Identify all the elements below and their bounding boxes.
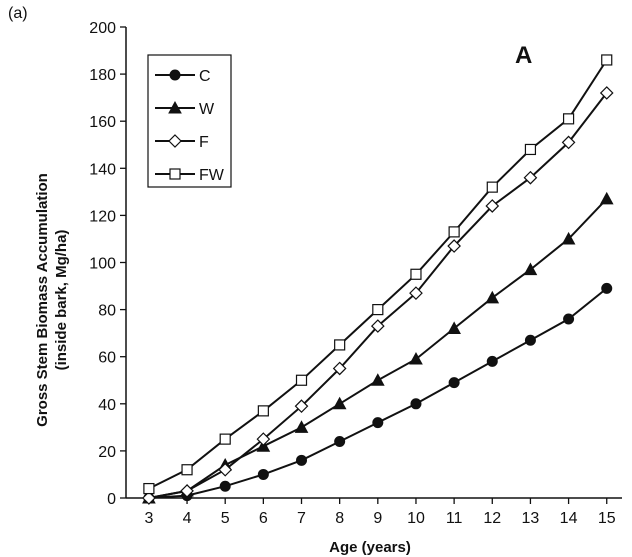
data-point-f [142,491,156,505]
data-point-w [561,231,576,245]
data-point-c [410,398,422,410]
data-point-f [561,135,576,150]
panel-label: (a) [8,5,28,22]
y-tick-label: 0 [107,491,116,508]
legend-box [147,54,232,188]
ticks: 0 20 40 60 80 100 120 140 160 180 200 3 4 5 6 7 8 9 10 11 12… [89,20,615,527]
data-point-c [486,355,498,367]
data-point-w [599,191,614,205]
x-axis-title: Age (years) [329,539,411,556]
legend-marker-c [169,69,181,81]
data-point-c [524,334,536,346]
data-point-fw [524,143,537,156]
data-point-fw [257,405,269,417]
y-tick-label: 140 [89,161,116,178]
data-point-f [256,432,271,446]
data-point-f [485,199,500,213]
x-tick-label: 9 [373,510,382,527]
data-point-c [601,282,613,294]
legend-label-c: C [199,68,211,85]
data-point-f [370,319,385,333]
x-tick-label: 10 [407,510,425,527]
legend-marker-f [168,134,182,148]
y-tick-label: 120 [89,208,116,225]
data-point-fw [295,374,308,386]
data-point-w [485,290,500,304]
y-tick-label: 100 [89,256,116,273]
data-point-c [448,377,460,389]
data-point-w [409,352,423,365]
data-point-c [563,313,575,325]
x-tick-label: 6 [259,510,268,527]
x-tick-label: 11 [446,510,463,527]
x-tick-label: 8 [335,510,344,527]
data-point-f [180,484,194,498]
x-tick-label: 15 [598,510,616,527]
x-tick-label: 12 [483,510,501,527]
series-w [142,191,614,504]
data-point-c [372,417,384,429]
legend-marker-fw [169,168,181,180]
legend-label-f: F [199,134,209,151]
legend-label-w: W [199,101,215,118]
data-point-fw [562,113,575,125]
data-point-fw [372,304,384,316]
y-tick-label: 160 [89,114,116,131]
data-point-fw [334,339,346,351]
x-tick-label: 7 [297,510,306,527]
data-point-c [219,480,231,492]
data-point-fw [601,54,613,66]
x-tick-label: 5 [221,510,230,527]
data-point-w [447,321,461,334]
legend: CWF FW [147,54,232,188]
series-c [143,282,613,504]
y-axis-title: Gross Stem Biomass Accumulation (inside … [34,173,70,427]
data-point-fw [181,464,193,476]
legend-entry-c: C [155,68,211,85]
y-axis-title-line1: Gross Stem Biomass Accumulation [34,173,51,427]
data-point-fw [143,482,155,495]
legend-entry-fw: FW [155,167,225,184]
series-f [142,86,614,505]
data-point-w [332,396,347,410]
x-tick-label: 4 [183,510,192,527]
y-tick-label: 180 [89,67,116,84]
data-point-f [218,462,233,477]
y-tick-label: 20 [98,444,116,461]
series-line-w [148,198,608,499]
x-tick-label: 3 [144,510,153,527]
y-axis-title-line2: (inside bark, Mg/ha) [53,230,70,371]
legend-marker-w [168,100,182,114]
data-point-c [257,468,269,480]
data-point-f [447,239,461,253]
legend-entry-w: W [155,100,215,118]
data-point-fw [486,181,498,193]
data-point-f [294,399,309,414]
data-point-fw [448,226,460,238]
chart-annotation: A [515,42,532,69]
legend-label-fw: FW [199,167,225,184]
y-tick-label: 200 [89,20,116,37]
x-tick-label: 13 [522,510,540,527]
data-point-f [599,86,614,100]
data-point-fw [410,268,422,280]
series-layer [142,54,614,505]
data-point-f [332,361,347,376]
data-point-f [409,286,423,300]
data-point-c [334,435,346,447]
data-point-fw [219,433,231,445]
y-tick-label: 60 [98,350,116,367]
data-point-w [294,420,309,433]
y-tick-label: 80 [98,303,116,320]
data-point-f [523,170,538,185]
data-point-c [296,454,308,466]
data-point-w [370,373,385,386]
legend-entry-f: F [155,134,209,151]
series-fw [143,54,613,495]
y-tick-label: 40 [98,397,116,414]
x-tick-label: 14 [560,510,578,527]
data-point-w [523,262,538,276]
